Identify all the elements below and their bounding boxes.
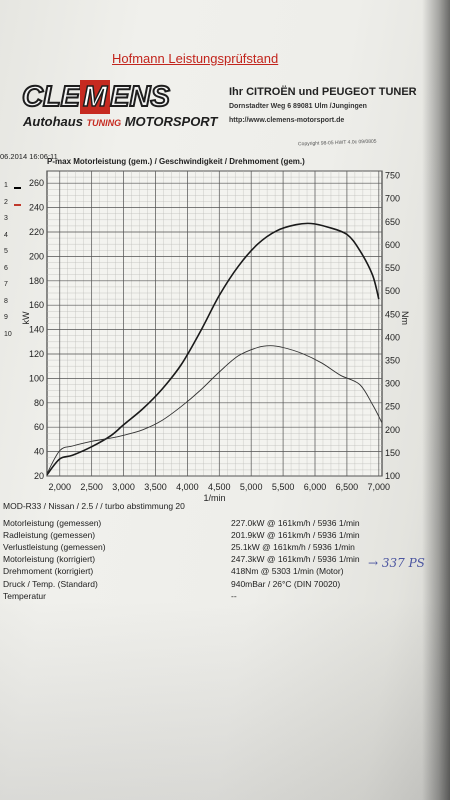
y-right-tick-label: 350: [385, 355, 400, 365]
y-left-tick-label: 120: [29, 349, 44, 359]
logo-text-right: ENS: [109, 80, 171, 114]
paper-edge-shadow: [422, 0, 450, 800]
legend-item-8: 8: [4, 297, 8, 305]
x-tick-label: 2,500: [80, 482, 103, 492]
result-value: --: [231, 590, 237, 601]
y-left-tick-label: 100: [29, 373, 44, 383]
y-left-tick-label: 80: [34, 398, 44, 408]
x-tick-label: 5,000: [240, 482, 263, 492]
x-axis-label: 1/min: [203, 493, 225, 503]
result-value: 25.1kW @ 161km/h / 5936 1/min: [231, 542, 355, 553]
y-left-tick-label: 180: [29, 276, 44, 286]
x-tick-label: 7,000: [368, 482, 391, 492]
vehicle-model: MOD-R33 / Nissan / 2.5 / / turbo abstimm…: [3, 501, 185, 511]
result-label: Druck / Temp. (Standard): [3, 578, 98, 589]
website: http://www.clemens-motorsport.de: [229, 117, 345, 124]
x-tick-label: 2,000: [48, 482, 71, 492]
y-left-axis-label: kW: [21, 311, 31, 325]
y-right-tick-label: 700: [385, 194, 400, 204]
y-left-tick-label: 200: [29, 251, 44, 261]
timestamp: 06.2014 16:06:11: [0, 152, 58, 161]
y-right-tick-label: 200: [385, 425, 400, 435]
x-tick-label: 6,500: [336, 482, 359, 492]
x-tick-label: 3,500: [144, 482, 167, 492]
result-label: Motorleistung (gemessen): [3, 518, 102, 528]
legend-item-3: 3: [4, 215, 8, 222]
y-left-tick-label: 160: [29, 300, 44, 310]
logo-text-left: CLE: [21, 80, 81, 114]
handwritten-note: → 337 PS: [368, 556, 425, 570]
clemens-logo: CLE M ENS: [21, 80, 218, 114]
result-label: Drehmoment (korrigiert): [3, 566, 94, 577]
legend-swatch-2: [14, 203, 21, 206]
y-right-tick-label: 450: [385, 309, 400, 319]
y-right-tick-label: 550: [385, 263, 400, 273]
x-tick-label: 3,000: [112, 482, 135, 492]
torque-curve-line: [46, 345, 383, 474]
result-value: 940mBar / 26°C (DIN 70020): [231, 578, 341, 589]
legend-item-2: 2: [4, 198, 8, 206]
sheet-title: Hofmann Leistungsprüfstand: [112, 51, 279, 66]
legend-item-5: 5: [4, 248, 8, 255]
result-label: Temperatur: [3, 590, 46, 601]
tuner-tagline: Ihr CITROËN und PEUGEOT TUNER: [229, 86, 417, 98]
y-left-tick-label: 140: [29, 325, 44, 335]
y-right-tick-label: 150: [385, 448, 400, 458]
logo-subtitle: Autohaus TUNING MOTORSPORT: [23, 114, 217, 129]
y-left-tick-label: 240: [29, 203, 44, 213]
result-value: 247.3kW @ 161km/h / 5936 1/min: [231, 554, 360, 565]
y-right-tick-label: 250: [385, 402, 400, 412]
x-tick-label: 4,000: [176, 482, 199, 492]
y-right-axis-label: Nm: [400, 311, 410, 325]
y-right-tick-label: 650: [385, 217, 400, 227]
y-right-tick-label: 500: [385, 286, 400, 296]
y-right-tick-label: 300: [385, 379, 400, 389]
legend-item-7: 7: [4, 281, 8, 288]
chart-title: P-max Motorleistung (gem.) / Geschwindig…: [47, 157, 305, 166]
result-value: 201.9kW @ 161km/h / 5936 1/min: [231, 530, 360, 541]
y-left-tick-label: 20: [34, 471, 44, 481]
y-right-tick-label: 400: [385, 332, 400, 342]
power-curve-line: [46, 222, 380, 476]
y-left-tick-label: 220: [29, 227, 44, 237]
legend-item-10: 10: [4, 330, 12, 338]
result-label: Verlustleistung (gemessen): [3, 542, 106, 553]
logo-text-mid: M: [80, 80, 111, 114]
dyno-chart: 2,000 2,500 3,000 3,500 4,000 4,500 5,000 5,500…: [21, 170, 410, 503]
result-value: 227.0kW @ 161km/h / 5936 1/min: [231, 518, 360, 528]
legend-swatch-1: [14, 187, 21, 189]
y-left-tick-label: 60: [34, 422, 44, 432]
logo-sub-tuning: TUNING: [86, 118, 122, 128]
logo-sub-motorsport: MOTORSPORT: [124, 114, 218, 129]
address: Dornstadter Weg 6 89081 Ulm /Jungingen: [229, 103, 367, 110]
result-value: 418Nm @ 5303 1/min (Motor): [231, 566, 344, 577]
y-left-tick-label: 40: [34, 447, 44, 457]
x-tick-label: 5,500: [272, 482, 295, 492]
result-label: Radleistung (gemessen): [3, 530, 96, 541]
legend-item-6: 6: [4, 264, 8, 272]
legend-item-9: 9: [4, 314, 8, 321]
legend-item-4: 4: [4, 231, 8, 239]
y-left-tick-label: 260: [29, 178, 44, 188]
result-label: Motorleistung (korrigiert): [3, 554, 96, 565]
paper-shading: [0, 600, 450, 800]
x-tick-label: 4,500: [208, 482, 231, 492]
legend-item-1: 1: [4, 182, 8, 189]
logo-sub-autohaus: Autohaus: [23, 114, 83, 129]
y-right-tick-label: 600: [385, 240, 400, 250]
y-right-tick-label: 100: [385, 471, 400, 481]
y-right-tick-label: 750: [385, 171, 400, 181]
x-tick-label: 6,000: [304, 482, 327, 492]
